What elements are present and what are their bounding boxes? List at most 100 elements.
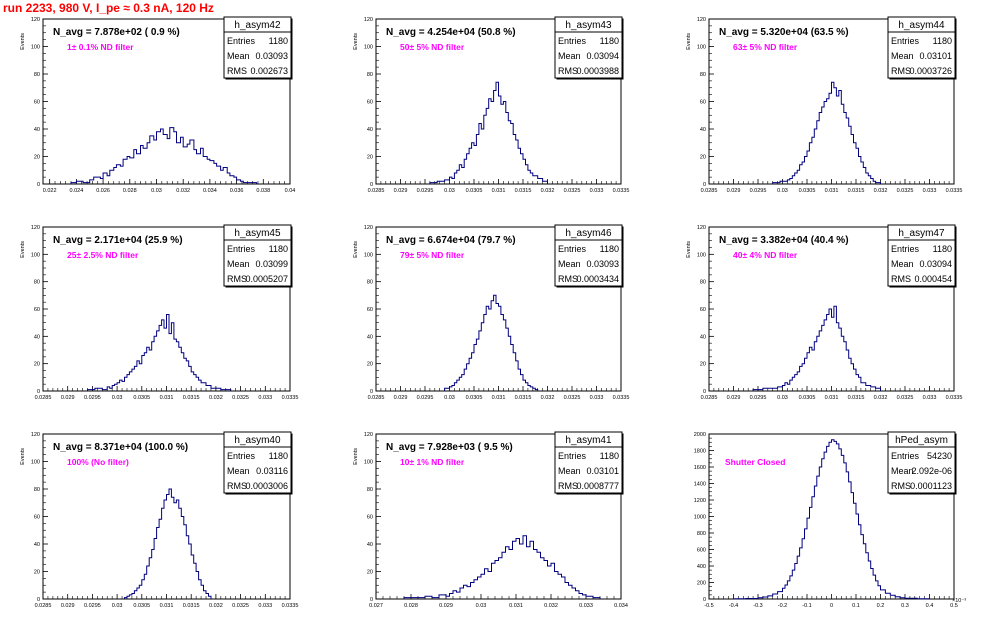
stats-key: RMS: [227, 481, 247, 491]
y-axis-title: Events: [353, 448, 359, 465]
x-tick-label: 0.0305: [133, 395, 150, 401]
stats-box: [887, 431, 956, 494]
histogram-panel-h_asym46: 0 20 40 60 80 100 120 0.0285 0.029 0.0295 0.03 0.03…: [353, 224, 630, 401]
stats-key: Mean: [891, 259, 914, 269]
y-tick-label: 40: [34, 334, 40, 340]
stats-key: RMS: [558, 66, 578, 76]
x-tick-label: 0.03: [112, 395, 123, 401]
y-tick-label: 40: [34, 542, 40, 548]
stats-key: Mean: [558, 51, 581, 61]
stats-box: [887, 16, 956, 79]
stats-key: RMS: [558, 274, 578, 284]
stats-key: Entries: [227, 451, 256, 461]
stats-value: 0.03093: [586, 259, 619, 269]
histogram-panel-h_asym43: 0 20 40 60 80 100 120 0.0285 0.029 0.0295 0.03 0.03…: [353, 16, 629, 194]
stats-key: Entries: [891, 36, 920, 46]
y-tick-label: 60: [367, 307, 373, 313]
stats-key: Entries: [227, 244, 256, 254]
x-tick-label: 0.0295: [84, 603, 101, 609]
stats-key: RMS: [891, 481, 911, 491]
x-tick-label: 0.029: [394, 395, 408, 401]
x-tick-label: -0.2: [778, 603, 787, 609]
y-tick-label: 100: [697, 252, 706, 258]
y-tick-label: 100: [31, 460, 40, 466]
x-tick-label: 0.0315: [848, 395, 865, 401]
x-tick-label: 0.032: [541, 395, 555, 401]
y-axis-title: Events: [686, 33, 692, 50]
n-avg-label: N_avg = 7.878e+02 ( 0.9 %): [53, 27, 180, 38]
stats-key: Mean: [558, 466, 581, 476]
x-tick-label: 0.0305: [466, 188, 483, 194]
x-tick-label: 0.031: [492, 188, 506, 194]
x-tick-label: 0.0325: [564, 188, 581, 194]
x-tick-label: 0.022: [43, 188, 57, 194]
y-tick-label: 80: [367, 280, 373, 286]
histogram-panel-h_asym47: 0 20 40 60 80 100 120 0.0285 0.029 0.0295 0.03 0.03…: [686, 224, 962, 401]
y-axis-title: Events: [20, 448, 26, 465]
y-tick-label: 1000: [694, 515, 706, 521]
stats-key: Entries: [891, 244, 920, 254]
y-tick-label: 60: [700, 307, 706, 313]
x-tick-label: 0.0315: [515, 188, 532, 194]
y-tick-label: 120: [697, 225, 706, 231]
stats-value: 0.03101: [919, 51, 952, 61]
x-tick-label: 0.031: [509, 603, 523, 609]
histogram-series: [444, 294, 539, 391]
histogram-series: [124, 488, 212, 599]
y-tick-label: 0: [370, 389, 373, 395]
stats-value: 0.0003434: [576, 274, 619, 284]
x-tick-label: 0.03: [112, 603, 123, 609]
x-tick-label: -0.3: [753, 603, 762, 609]
filter-label: 40± 4% ND filter: [733, 250, 798, 260]
x-tick-label: 0.0335: [946, 188, 963, 194]
y-tick-label: 20: [700, 362, 706, 368]
stats-value: 0.0003006: [245, 481, 288, 491]
stats-box: [554, 224, 623, 287]
y-tick-label: 800: [697, 531, 706, 537]
y-tick-label: 40: [700, 334, 706, 340]
stats-value: 2.092e-06: [911, 466, 952, 476]
x-tick-label: 0.026: [96, 188, 110, 194]
y-tick-label: 100: [364, 252, 373, 258]
y-axis-title: Events: [353, 33, 359, 50]
x-tick-label: 0.0325: [232, 395, 249, 401]
x-tick-label: 0.03: [444, 188, 455, 194]
filter-label: 63± 5% ND filter: [733, 42, 798, 52]
y-tick-label: 40: [367, 542, 373, 548]
x-tick-label: 0.0335: [282, 603, 299, 609]
stats-value: 0.03093: [255, 51, 288, 61]
y-tick-label: 100: [364, 460, 373, 466]
filter-label: Shutter Closed: [725, 457, 785, 467]
histogram-panel-hPed_asym: 0 200 400 600 800 1000 1200 1400 1600 1800 2000 -0.…: [694, 431, 966, 609]
stats-value: 0.0008777: [576, 481, 619, 491]
y-tick-label: 20: [34, 362, 40, 368]
x-tick-label: 0.027: [369, 603, 383, 609]
stats-box: [887, 224, 956, 287]
x-tick-label: -0.1: [802, 603, 811, 609]
x-tick-label: 0.4: [926, 603, 934, 609]
filter-label: 25± 2.5% ND filter: [67, 250, 139, 260]
x-tick-label: 0.0325: [897, 395, 914, 401]
filter-label: 50± 5% ND filter: [400, 42, 465, 52]
n-avg-label: N_avg = 8.371e+04 (100.0 %): [53, 442, 188, 453]
x-tick-label: 0.032: [544, 603, 558, 609]
stats-box-title: h_asym42: [234, 20, 281, 31]
x-tick-label: 0.033: [923, 188, 937, 194]
y-tick-label: 40: [367, 127, 373, 133]
y-tick-label: 0: [37, 182, 40, 188]
y-tick-label: 40: [700, 127, 706, 133]
y-tick-label: 200: [697, 581, 706, 587]
x-tick-label: 0.032: [209, 395, 223, 401]
x-tick-label: 0.0285: [35, 395, 52, 401]
stats-value: 1180: [269, 244, 288, 254]
y-tick-label: 100: [364, 45, 373, 51]
histogram-series: [733, 439, 930, 600]
x-tick-label: 0.0335: [613, 395, 630, 401]
x-tick-label: 0.0295: [417, 188, 434, 194]
x-tick-label: 0.0285: [368, 188, 385, 194]
x-tick-label: 0.031: [160, 603, 174, 609]
y-tick-label: 0: [37, 597, 40, 603]
x-tick-label: 0.033: [258, 603, 272, 609]
x-tick-label: 0.028: [123, 188, 137, 194]
